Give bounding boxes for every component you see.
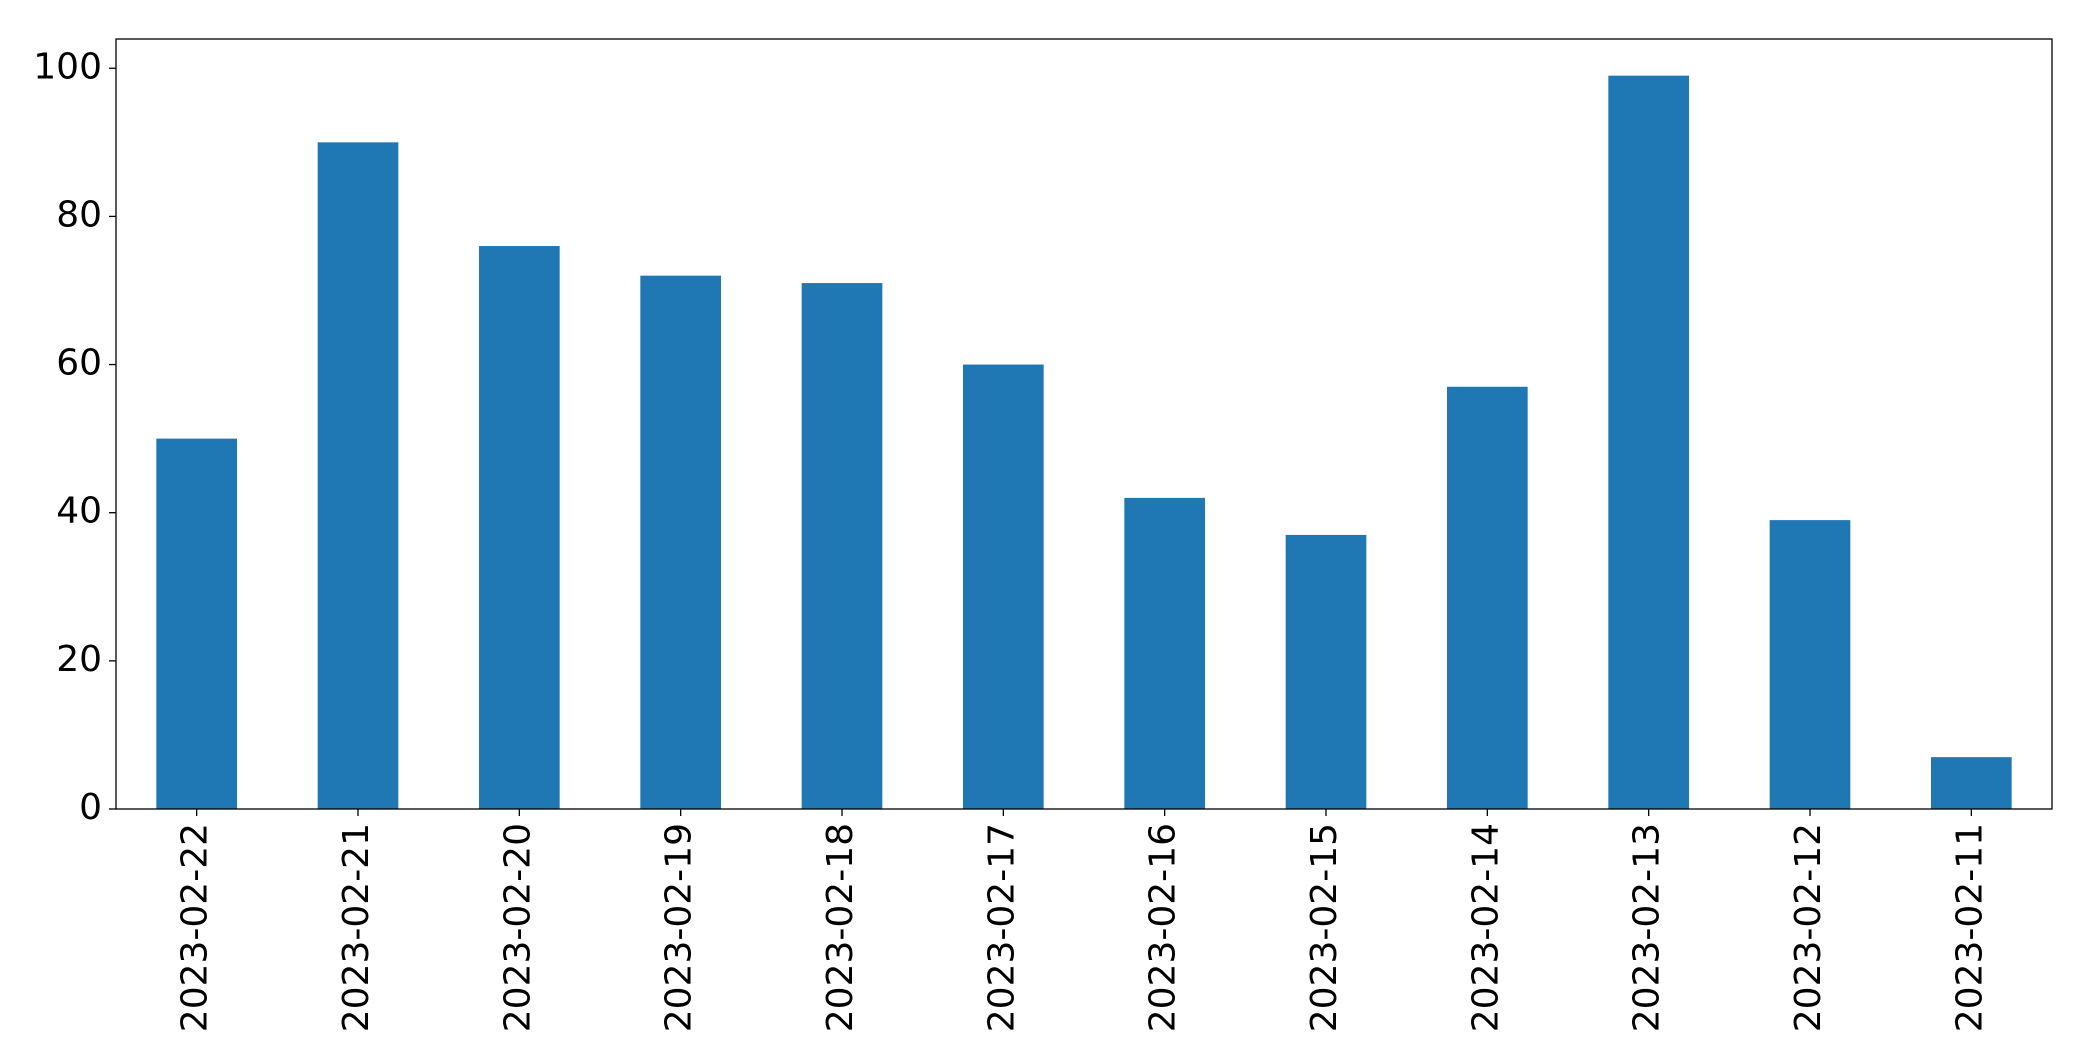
bar — [640, 275, 721, 810]
x-tick-label: 2023-02-13 — [1627, 823, 1668, 1032]
bar — [1447, 386, 1528, 809]
bar — [1931, 757, 2012, 809]
x-tick-label: 2023-02-20 — [497, 823, 538, 1032]
y-tick-label: 40 — [56, 491, 102, 532]
plot-frame — [115, 38, 2053, 810]
x-tick-label: 2023-02-11 — [1949, 823, 1990, 1032]
x-tick-label: 2023-02-16 — [1143, 823, 1184, 1032]
y-tick-label: 60 — [56, 343, 102, 384]
bar — [1124, 497, 1205, 809]
bar — [1608, 75, 1689, 809]
bar — [156, 438, 237, 809]
x-tick-label: 2023-02-19 — [659, 823, 700, 1032]
bar — [963, 364, 1044, 809]
y-tick-label: 80 — [56, 194, 102, 235]
bar — [1285, 534, 1367, 809]
bar — [1769, 520, 1851, 809]
x-tick-label: 2023-02-12 — [1788, 823, 1829, 1032]
x-tick-label: 2023-02-15 — [1304, 823, 1345, 1032]
x-tick-label: 2023-02-18 — [820, 823, 861, 1032]
bar — [801, 283, 883, 809]
x-tick-label: 2023-02-22 — [175, 823, 216, 1032]
x-tick-label: 2023-02-17 — [981, 823, 1022, 1032]
bar — [479, 246, 560, 809]
y-tick-label: 20 — [56, 639, 102, 680]
bar — [317, 142, 399, 810]
y-tick-label: 100 — [33, 46, 102, 87]
x-tick-label: 2023-02-21 — [336, 823, 377, 1032]
y-tick-label: 0 — [79, 787, 102, 828]
x-tick-label: 2023-02-14 — [1465, 823, 1506, 1032]
